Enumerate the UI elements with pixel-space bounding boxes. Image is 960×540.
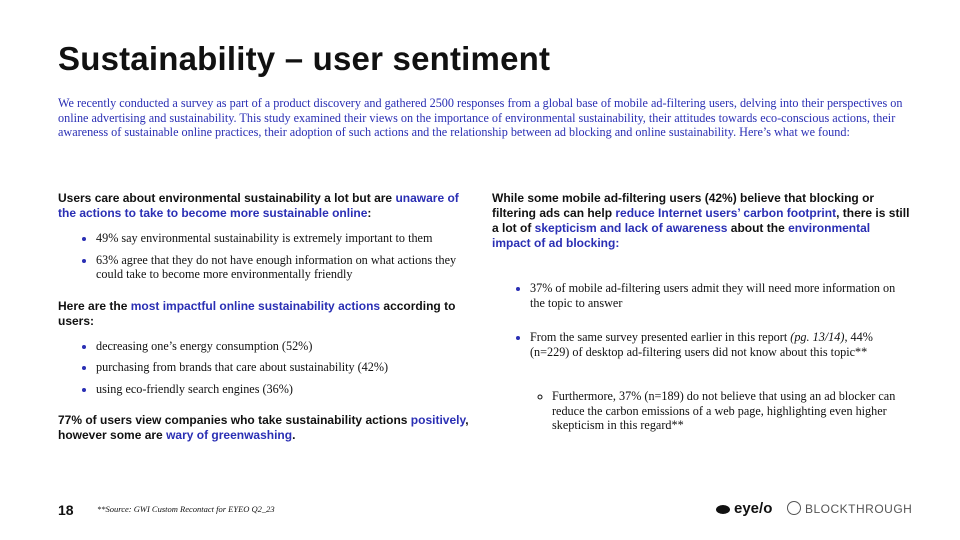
content-block: 77% of users view companies who take sus…: [58, 413, 470, 443]
text-segment: using eco-friendly search engines (36%): [96, 381, 293, 396]
bullet-list: decreasing one’s energy consumption (52%…: [58, 339, 470, 397]
text-segment: 49% say environmental sustainability is …: [96, 231, 433, 245]
text-segment: Here are the: [58, 298, 131, 313]
page-number: 18: [58, 502, 74, 518]
bullet-list: 37% of mobile ad-filtering users admit t…: [492, 281, 910, 433]
source-note: **Source: GWI Custom Recontact for EYEO …: [97, 504, 275, 514]
text-segment: (pg. 13/14): [790, 330, 845, 344]
right-column: While some mobile ad-filtering users (42…: [492, 191, 910, 453]
text-segment: 37% of mobile ad-filtering users admit t…: [530, 281, 896, 310]
text-segment: purchasing from brands that care about s…: [96, 360, 389, 374]
text-segment: Furthermore, 37% (n=189) do not believe …: [552, 389, 896, 432]
logo: BLOCKTHROUGH: [787, 501, 912, 516]
intro-text: We recently conducted a survey as part o…: [58, 96, 903, 139]
text-segment: most impactful online sustainability act…: [130, 298, 381, 313]
text-segment: 77% of users view companies who take sus…: [58, 413, 411, 427]
bullet-list: 49% say environmental sustainability is …: [58, 231, 470, 282]
bullet-item: 49% say environmental sustainability is …: [96, 231, 470, 246]
text-segment: wary of greenwashing: [166, 428, 293, 442]
text-segment: positively: [410, 413, 466, 427]
text-segment: :: [367, 206, 372, 220]
text-segment: skepticism and lack of awareness: [534, 221, 728, 235]
text-segment: .: [292, 428, 296, 442]
bullet-item: decreasing one’s energy consumption (52%…: [96, 339, 470, 354]
bullet-item: 63% agree that they do not have enough i…: [96, 253, 470, 282]
text-segment: , however some are: [58, 413, 469, 442]
text-segment: From the same survey presented earlier i…: [530, 330, 791, 344]
content-block: Here are the most impactful online susta…: [58, 299, 470, 397]
text-segment: environmental impact of ad blocking:: [492, 221, 871, 250]
text-segment: 63% agree that they do not have enough i…: [96, 252, 457, 282]
text-segment: , 44% (n=229) of desktop ad-filtering us…: [530, 330, 873, 359]
text-segment: , there is still a lot of: [492, 206, 910, 235]
text-segment: unaware of the actions to take to become…: [58, 191, 459, 220]
bullet-list: Furthermore, 37% (n=189) do not believe …: [530, 389, 910, 433]
content-block: While some mobile ad-filtering users (42…: [492, 191, 910, 433]
text-segment: about the: [727, 221, 789, 235]
bullet-item: Furthermore, 37% (n=189) do not believe …: [552, 389, 910, 433]
bullet-item: using eco-friendly search engines (36%): [96, 382, 470, 397]
text-segment: Users care about environmental sustainab…: [58, 191, 396, 205]
text-segment: decreasing one’s energy consumption (52%…: [96, 338, 313, 353]
content-block: Users care about environmental sustainab…: [58, 191, 470, 282]
logo: eye/o: [716, 500, 772, 517]
slide-title: Sustainability – user sentiment: [58, 40, 551, 77]
section-heading: Here are the most impactful online susta…: [58, 299, 470, 329]
bullet-item: From the same survey presented earlier i…: [530, 330, 910, 433]
bullet-item: 37% of mobile ad-filtering users admit t…: [530, 281, 910, 310]
text-segment: reduce Internet users’ carbon footprint: [615, 206, 837, 220]
section-heading: While some mobile ad-filtering users (42…: [492, 191, 910, 251]
bullet-item: purchasing from brands that care about s…: [96, 360, 470, 375]
section-heading: 77% of users view companies who take sus…: [58, 413, 470, 443]
text-segment: While some mobile ad-filtering users (42…: [492, 191, 875, 220]
text-segment: according to users:: [58, 298, 456, 328]
left-column: Users care about environmental sustainab…: [58, 191, 470, 443]
section-heading: Users care about environmental sustainab…: [58, 191, 470, 221]
